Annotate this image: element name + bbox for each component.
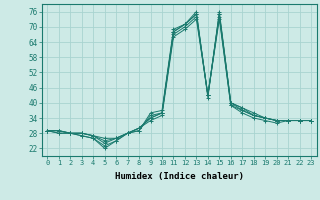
X-axis label: Humidex (Indice chaleur): Humidex (Indice chaleur) — [115, 172, 244, 181]
